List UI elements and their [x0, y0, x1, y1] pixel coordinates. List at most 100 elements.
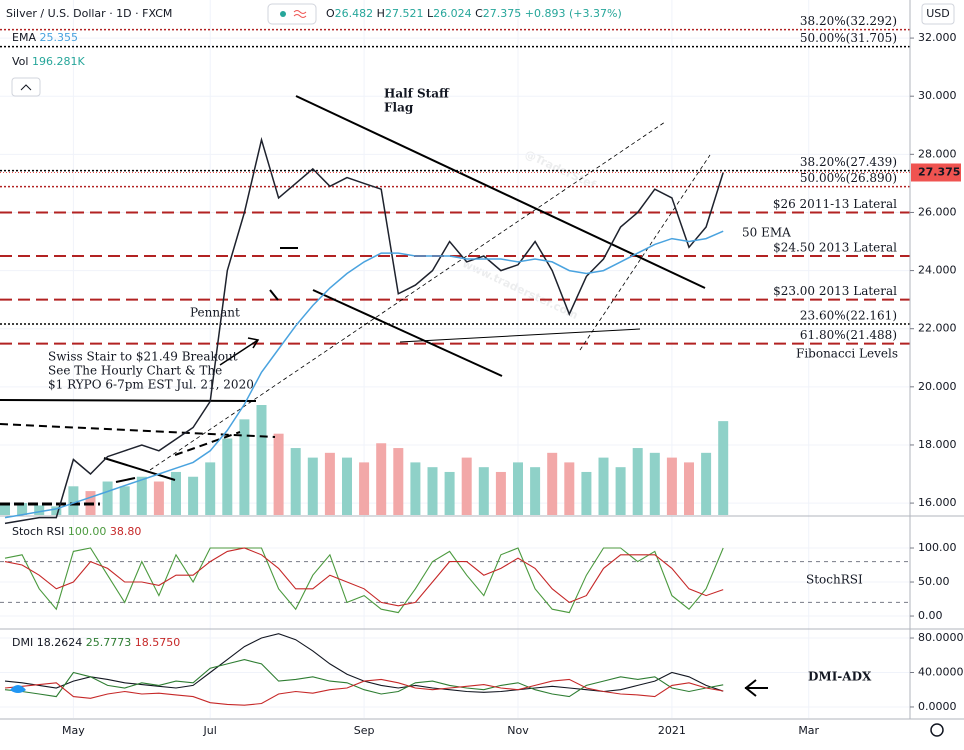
level-label: $24.50 2013 Lateral — [773, 241, 897, 255]
volume-bar — [410, 462, 421, 515]
volume-bar — [68, 486, 79, 515]
y-tick-label: 100.00 — [918, 541, 957, 554]
panel-annotation: StochRSI — [806, 573, 863, 587]
status-dot — [280, 11, 286, 17]
indicator-legend: Stoch RSI 100.00 38.80 — [12, 525, 141, 538]
flag-upper-line — [295, 95, 706, 289]
volume-bar — [666, 457, 677, 515]
volume-bar — [342, 457, 352, 515]
ohlc-value: 26.024 — [433, 7, 472, 20]
collapse-button[interactable] — [11, 77, 41, 97]
x-tick-label: 2021 — [658, 724, 686, 737]
level-label: 23.60%(22.161) — [800, 309, 897, 323]
volume-bar — [17, 503, 28, 515]
pennant-line — [269, 289, 279, 301]
dmi-arrow-head — [744, 679, 757, 697]
panel-annotation: DMI-ADX — [808, 670, 872, 684]
annotation: Fibonacci Levels — [796, 347, 898, 361]
volume-bar — [444, 471, 455, 515]
indicator-name: DMI — [12, 636, 33, 649]
header: Silver / U.S. Dollar · 1D · FXCM — [6, 7, 172, 20]
indicator-legend: Vol 196.281K — [12, 55, 85, 68]
indicator-value: 18.2624 — [37, 636, 83, 649]
indicator-value: 25.7773 — [86, 636, 132, 649]
volume-bar — [0, 505, 10, 515]
level-label: 50.00%(31.705) — [800, 31, 897, 45]
indicator-value: 18.5750 — [135, 636, 181, 649]
level-label: 61.80%(21.488) — [800, 328, 897, 342]
volume-bar — [495, 471, 506, 515]
volume-bar — [701, 452, 712, 515]
level-label: 38.20%(32.292) — [800, 14, 897, 28]
y-tick-label: 40.0000 — [918, 665, 964, 678]
level-label: $23.00 2013 Lateral — [773, 284, 897, 298]
x-tick-label: Sep — [354, 724, 375, 737]
volume-bar — [188, 476, 199, 515]
volume-bar — [461, 457, 472, 515]
volume-bar — [649, 452, 660, 515]
header-buttons[interactable] — [267, 3, 317, 25]
dashed-trend — [149, 121, 666, 471]
volume-bar — [34, 505, 45, 515]
indicator-name: Vol — [12, 55, 28, 68]
volume-bar — [393, 448, 404, 515]
x-tick-label: Mar — [798, 724, 819, 737]
annotation: See The Hourly Chart & The — [48, 364, 222, 378]
y-tick-label: 32.000 — [918, 31, 957, 44]
pennant-line — [103, 457, 176, 481]
trend-lines — [0, 95, 768, 697]
indicator-legend: DMI 18.2624 25.7773 18.5750 — [12, 636, 180, 649]
volume-bar — [307, 457, 318, 515]
y-tick-label: 22.000 — [918, 322, 957, 335]
volume-bar — [119, 486, 130, 515]
currency-label: USD — [926, 7, 950, 20]
volume-bar — [51, 506, 62, 515]
flag-lower-line — [312, 289, 503, 377]
volume-bar — [615, 467, 626, 515]
change: +0.893 — [525, 7, 566, 20]
indicator-value: 38.80 — [110, 525, 142, 538]
ohlc-readout: O26.482 H27.521 L26.024 C27.375 +0.893 (… — [326, 7, 622, 20]
indicator-name: Stoch RSI — [12, 525, 64, 538]
x-tick-label: Jul — [203, 724, 217, 737]
volume-bar — [136, 476, 147, 515]
y-tick-label: 0.0000 — [918, 700, 957, 713]
volume-bar — [222, 438, 233, 515]
last-price-tag — [911, 163, 961, 182]
y-tick-label: 16.000 — [918, 496, 957, 509]
y-tick-label: 26.000 — [918, 205, 957, 218]
pennant-line — [115, 477, 136, 483]
y-tick-label: 50.00 — [918, 575, 950, 588]
ohlc-letter: H — [377, 7, 385, 20]
settings-icon[interactable] — [930, 723, 944, 737]
currency-button[interactable] — [921, 3, 955, 25]
volume-bar — [564, 462, 575, 515]
volume-bar — [684, 462, 694, 515]
volume-bar — [205, 462, 216, 515]
level-label: 50.00%(26.890) — [800, 171, 897, 185]
y-tick-label: 24.000 — [918, 264, 957, 277]
indicator-value: 196.281K — [32, 55, 85, 68]
ohlc-value: 26.482 — [335, 7, 374, 20]
indicator-value: 25.355 — [39, 31, 78, 44]
annotation: 50 EMA — [742, 226, 791, 240]
pointer-arrow-head — [247, 337, 260, 349]
volume-bar — [359, 462, 370, 515]
foreground-layer: May Jul Sep Nov 2021 Mar 16.000 18.000 20.000 22.… — [0, 14, 964, 737]
pennant-line — [174, 431, 241, 456]
y-tick-label: 30.000 — [918, 89, 957, 102]
volume-bar — [718, 421, 729, 515]
pointer-arrow — [219, 339, 259, 366]
dashed-resistance — [0, 423, 276, 438]
buy-sell-toggle[interactable] — [267, 3, 317, 25]
volume-bar — [376, 443, 387, 515]
level-label: $26 2011-13 Lateral — [773, 197, 897, 211]
x-tick-label: Nov — [507, 724, 529, 737]
volume-bar — [513, 462, 523, 515]
volume-bar — [632, 448, 643, 515]
last-price-label: 27.375 — [918, 165, 960, 178]
compare-icon — [293, 10, 307, 18]
volume-bar — [102, 481, 113, 515]
series-line — [4, 547, 724, 607]
